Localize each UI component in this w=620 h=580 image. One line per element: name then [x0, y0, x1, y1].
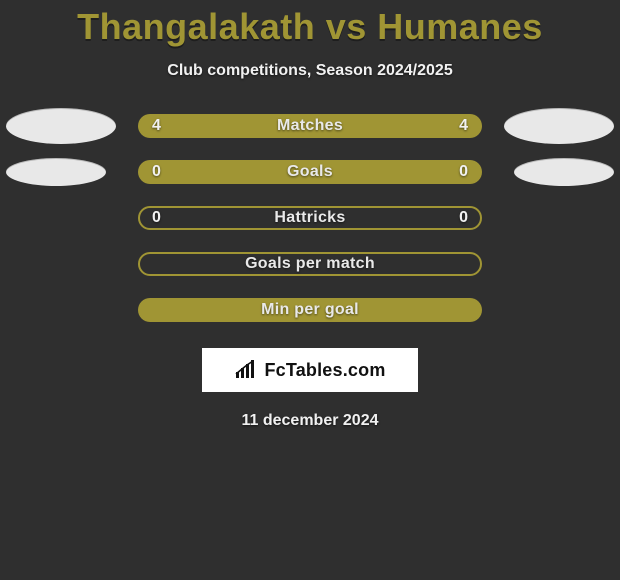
- brand-badge: FcTables.com: [202, 348, 418, 392]
- player-badge-left: [6, 108, 116, 144]
- stat-value-right: 0: [459, 209, 468, 227]
- stat-value-right: 4: [459, 117, 468, 135]
- chart-icon: [234, 360, 258, 380]
- brand-text: FcTables.com: [264, 360, 385, 381]
- stat-bar: Goals per match: [138, 252, 482, 276]
- stat-row: 0 Goals 0: [0, 160, 620, 184]
- stat-bar: 0 Goals 0: [138, 160, 482, 184]
- stat-row: Goals per match: [0, 252, 620, 276]
- stat-value-left: 0: [152, 209, 161, 227]
- stat-label: Goals: [287, 163, 333, 181]
- stat-rows: 4 Matches 4 0 Goals 0 0 Hattricks 0 Goals per mat…: [0, 114, 620, 322]
- page-subtitle: Club competitions, Season 2024/2025: [167, 62, 452, 80]
- stat-bar: 4 Matches 4: [138, 114, 482, 138]
- stat-label: Min per goal: [261, 301, 359, 319]
- stat-label: Hattricks: [274, 209, 345, 227]
- stat-bar: Min per goal: [138, 298, 482, 322]
- stat-row: Min per goal: [0, 298, 620, 322]
- player-badge-left: [6, 158, 106, 186]
- comparison-card: Thangalakath vs Humanes Club competition…: [0, 0, 620, 430]
- stat-label: Matches: [277, 117, 343, 135]
- stat-label: Goals per match: [245, 255, 375, 273]
- stat-row: 4 Matches 4: [0, 114, 620, 138]
- stat-value-right: 0: [459, 163, 468, 181]
- player-badge-right: [504, 108, 614, 144]
- stat-bar: 0 Hattricks 0: [138, 206, 482, 230]
- stat-value-left: 0: [152, 163, 161, 181]
- player-badge-right: [514, 158, 614, 186]
- stat-row: 0 Hattricks 0: [0, 206, 620, 230]
- page-title: Thangalakath vs Humanes: [77, 6, 543, 48]
- stat-value-left: 4: [152, 117, 161, 135]
- date-text: 11 december 2024: [242, 412, 379, 430]
